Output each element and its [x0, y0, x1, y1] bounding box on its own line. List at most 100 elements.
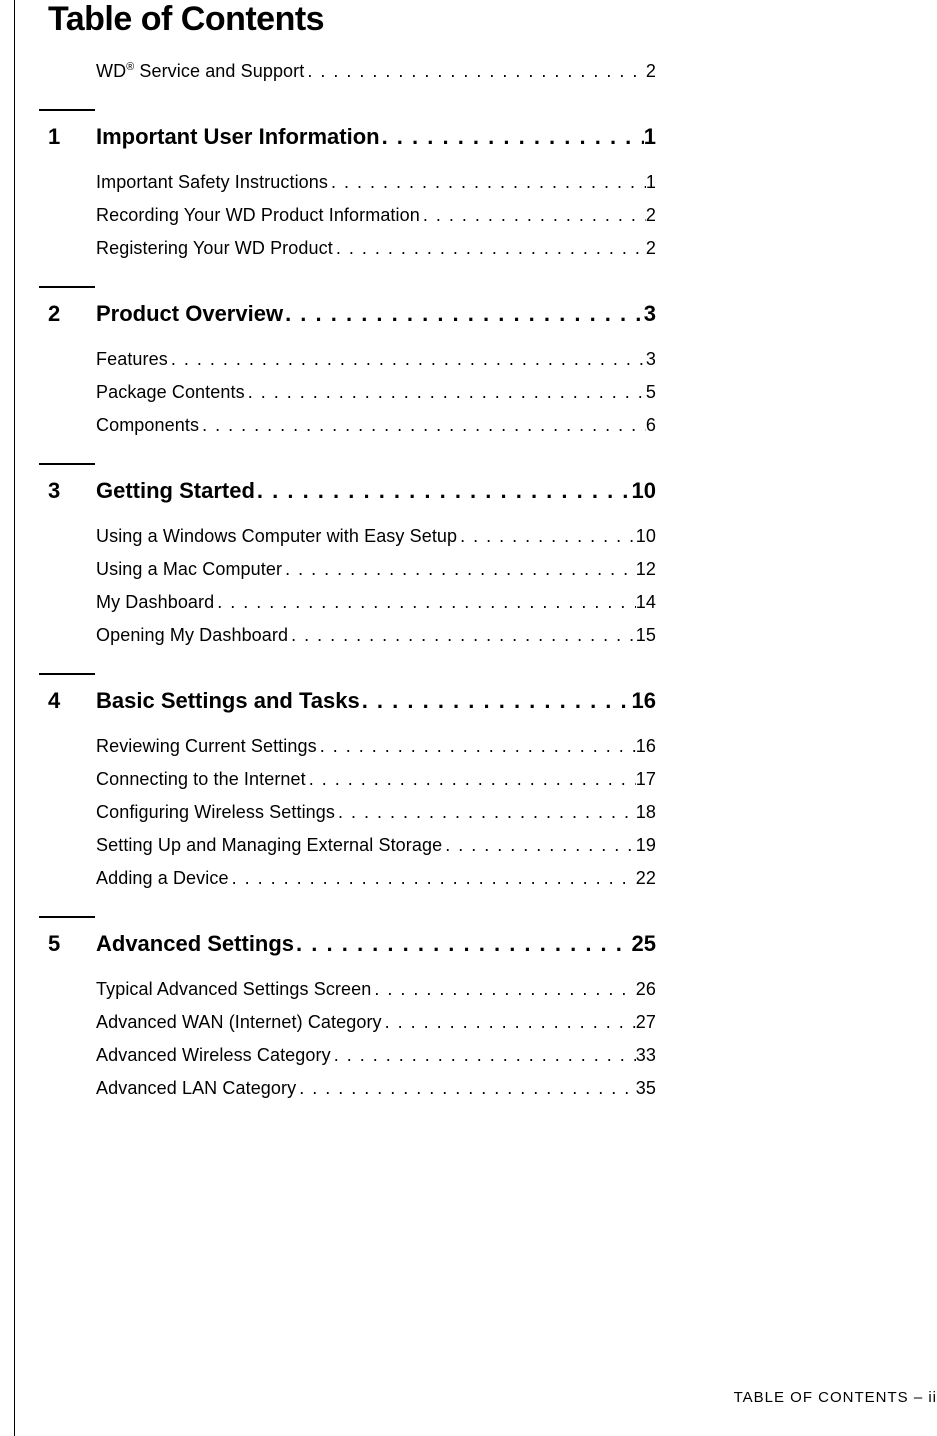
section-title-row: Important User Information. . . . . . . … — [96, 124, 656, 150]
toc-item-text: Configuring Wireless Settings — [96, 802, 335, 823]
toc-item: Setting Up and Managing External Storage… — [96, 835, 656, 856]
toc-item-page: 2 — [646, 205, 656, 226]
leader-dots: . . . . . . . . . . . . . . . . . . . . … — [442, 835, 636, 856]
toc-item-page: 18 — [636, 802, 656, 823]
leader-dots: . . . . . . . . . . . . . . . . . . . . … — [335, 802, 636, 823]
leader-dots: . . . . . . . . . . . . . . . . . . . . … — [168, 349, 646, 370]
toc-item: Typical Advanced Settings Screen. . . . … — [96, 979, 656, 1000]
toc-item: Recording Your WD Product Information . … — [96, 205, 656, 226]
leader-dots: . . . . . . . . . . . . . . . . . . . . … — [245, 382, 646, 403]
leader-dots: . . . . . . . . . . . . . . . . . . . . … — [199, 415, 646, 436]
toc-section: 4Basic Settings and Tasks. . . . . . . .… — [48, 688, 937, 889]
toc-item-text: Opening My Dashboard — [96, 625, 288, 646]
toc-item-page: 6 — [646, 415, 656, 436]
toc-item-page: 14 — [636, 592, 656, 613]
leader-dots: . . . . . . . . . . . . . . . . . . . . … — [331, 1045, 636, 1066]
toc-item-text: Reviewing Current Settings — [96, 736, 317, 757]
sub-items: Important Safety Instructions. . . . . .… — [96, 172, 937, 259]
toc-section: 2Product Overview. . . . . . . . . . . .… — [48, 301, 937, 436]
toc-item-page: 16 — [636, 736, 656, 757]
section-title-text: Product Overview — [96, 301, 283, 327]
section-header: 3Getting Started . . . . . . . . . . . .… — [48, 478, 937, 504]
section-title-page: 10 — [632, 478, 656, 504]
toc-item-page: 22 — [636, 868, 656, 889]
leader-dots: . . . . . . . . . . . . . . . . . . . . … — [380, 124, 644, 150]
section-number: 1 — [48, 124, 96, 150]
page-footer: TABLE OF CONTENTS – ii — [734, 1389, 937, 1406]
sub-items: Reviewing Current Settings. . . . . . . … — [96, 736, 937, 889]
toc-item-text: Adding a Device — [96, 868, 229, 889]
section-number: 3 — [48, 478, 96, 504]
section-header: 2Product Overview. . . . . . . . . . . .… — [48, 301, 937, 327]
toc-item-page: 3 — [646, 349, 656, 370]
toc-item-page: 15 — [636, 625, 656, 646]
leader-dots: . . . . . . . . . . . . . . . . . . . . … — [328, 172, 646, 193]
section-number: 5 — [48, 931, 96, 957]
sub-items: Typical Advanced Settings Screen. . . . … — [96, 979, 937, 1099]
section-title-text: Basic Settings and Tasks — [96, 688, 360, 714]
toc-section: 5Advanced Settings . . . . . . . . . . .… — [48, 931, 937, 1099]
section-number: 4 — [48, 688, 96, 714]
section-separator — [39, 286, 95, 288]
section-title-page: 3 — [644, 301, 656, 327]
leader-dots: . . . . . . . . . . . . . . . . . . . . … — [255, 478, 632, 504]
sub-items: Using a Windows Computer with Easy Setup… — [96, 526, 937, 646]
section-title-page: 25 — [632, 931, 656, 957]
toc-item-text: Using a Mac Computer — [96, 559, 282, 580]
toc-item-text: Connecting to the Internet — [96, 769, 306, 790]
toc-item-text: Setting Up and Managing External Storage — [96, 835, 442, 856]
toc-item: Important Safety Instructions. . . . . .… — [96, 172, 656, 193]
toc-item: Package Contents. . . . . . . . . . . . … — [96, 382, 656, 403]
toc-item-text: Typical Advanced Settings Screen — [96, 979, 371, 1000]
toc-item: Features. . . . . . . . . . . . . . . . … — [96, 349, 656, 370]
toc-item: Configuring Wireless Settings . . . . . … — [96, 802, 656, 823]
leader-dots: . . . . . . . . . . . . . . . . . . . . … — [317, 736, 636, 757]
toc-item: My Dashboard. . . . . . . . . . . . . . … — [96, 592, 656, 613]
toc-item: Adding a Device . . . . . . . . . . . . … — [96, 868, 656, 889]
toc-item-page: 10 — [636, 526, 656, 547]
toc-item-page: 19 — [636, 835, 656, 856]
toc-section: 1Important User Information. . . . . . .… — [48, 124, 937, 259]
toc-item-page: 5 — [646, 382, 656, 403]
section-title-text: Getting Started — [96, 478, 255, 504]
section-title-page: 16 — [632, 688, 656, 714]
section-number: 2 — [48, 301, 96, 327]
leader-dots: . . . . . . . . . . . . . . . . . . . . … — [371, 979, 635, 1000]
toc-item: Opening My Dashboard. . . . . . . . . . … — [96, 625, 656, 646]
section-title-text: Advanced Settings — [96, 931, 294, 957]
section-title-text: Important User Information — [96, 124, 380, 150]
toc-item-page: 35 — [636, 1078, 656, 1099]
toc-item: Components. . . . . . . . . . . . . . . … — [96, 415, 656, 436]
toc-section: 3Getting Started . . . . . . . . . . . .… — [48, 478, 937, 646]
section-title-row: Getting Started . . . . . . . . . . . . … — [96, 478, 656, 504]
section-header: 5Advanced Settings . . . . . . . . . . .… — [48, 931, 937, 957]
toc-item: Advanced Wireless Category . . . . . . .… — [96, 1045, 656, 1066]
section-title-row: Advanced Settings . . . . . . . . . . . … — [96, 931, 656, 957]
section-separator — [39, 916, 95, 918]
toc-item: Advanced WAN (Internet) Category. . . . … — [96, 1012, 656, 1033]
toc-item: Reviewing Current Settings. . . . . . . … — [96, 736, 656, 757]
toc-item-text: Package Contents — [96, 382, 245, 403]
section-separator — [39, 463, 95, 465]
toc-item-page: 27 — [636, 1012, 656, 1033]
page-title: Table of Contents — [48, 0, 937, 39]
leader-dots: . . . . . . . . . . . . . . . . . . . . … — [382, 1012, 636, 1033]
sub-items: Features. . . . . . . . . . . . . . . . … — [96, 349, 937, 436]
toc-item-text: Registering Your WD Product — [96, 238, 333, 259]
leader-dots: . . . . . . . . . . . . . . . . . . . . … — [360, 688, 632, 714]
toc-item-page: 33 — [636, 1045, 656, 1066]
section-header: 1Important User Information. . . . . . .… — [48, 124, 937, 150]
toc-item-page: 26 — [636, 979, 656, 1000]
leader-dots: . . . . . . . . . . . . . . . . . . . . … — [214, 592, 636, 613]
leader-dots: . . . . . . . . . . . . . . . . . . . . … — [294, 931, 631, 957]
toc-item-text: My Dashboard — [96, 592, 214, 613]
leader-dots: . . . . . . . . . . . . . . . . . . . . … — [306, 769, 636, 790]
toc-item: Using a Mac Computer. . . . . . . . . . … — [96, 559, 656, 580]
intro-item: WD® Service and Support . . . . . . . . … — [96, 61, 937, 82]
leader-dots: . . . . . . . . . . . . . . . . . . . . … — [283, 301, 644, 327]
section-title-page: 1 — [644, 124, 656, 150]
toc-item-text: Using a Windows Computer with Easy Setup — [96, 526, 457, 547]
leader-dots: . . . . . . . . . . . . . . . . . . . . … — [296, 1078, 636, 1099]
toc-item-page: 2 — [646, 238, 656, 259]
toc-item-text: Recording Your WD Product Information — [96, 205, 420, 226]
